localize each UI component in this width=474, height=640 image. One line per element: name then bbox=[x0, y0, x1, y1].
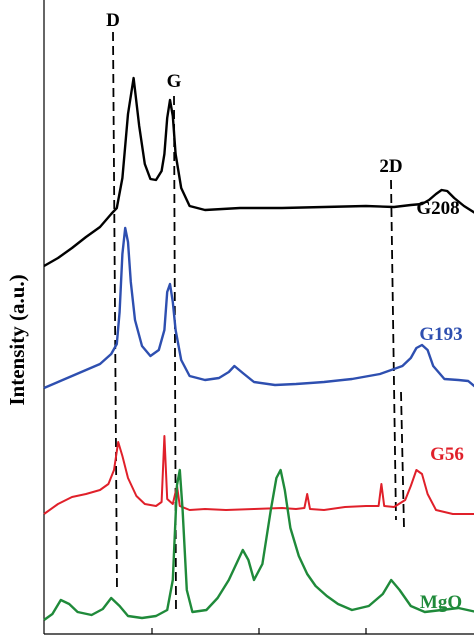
series-curves bbox=[43, 76, 474, 621]
series-line-mgo bbox=[43, 468, 474, 621]
peak-label-2d: 2D bbox=[379, 156, 402, 177]
series-line-g56 bbox=[43, 435, 474, 515]
dash-line-2d-a bbox=[390, 179, 397, 521]
peak-label-g: G bbox=[167, 71, 182, 92]
series-label-g208: G208 bbox=[416, 198, 459, 219]
series-label-mgo: MgO bbox=[420, 592, 462, 613]
peak-guide-lines bbox=[112, 31, 405, 613]
series-line-g193 bbox=[43, 226, 474, 390]
series-label-g193: G193 bbox=[419, 324, 462, 345]
dash-line-g bbox=[173, 95, 177, 613]
y-axis-label: Intensity (a.u.) bbox=[5, 274, 29, 405]
series-label-g56: G56 bbox=[430, 444, 464, 465]
peak-label-d: D bbox=[106, 10, 120, 31]
series-line-g208 bbox=[43, 76, 474, 268]
dash-line-d bbox=[112, 31, 118, 593]
dash-line-2d-b bbox=[400, 391, 405, 529]
